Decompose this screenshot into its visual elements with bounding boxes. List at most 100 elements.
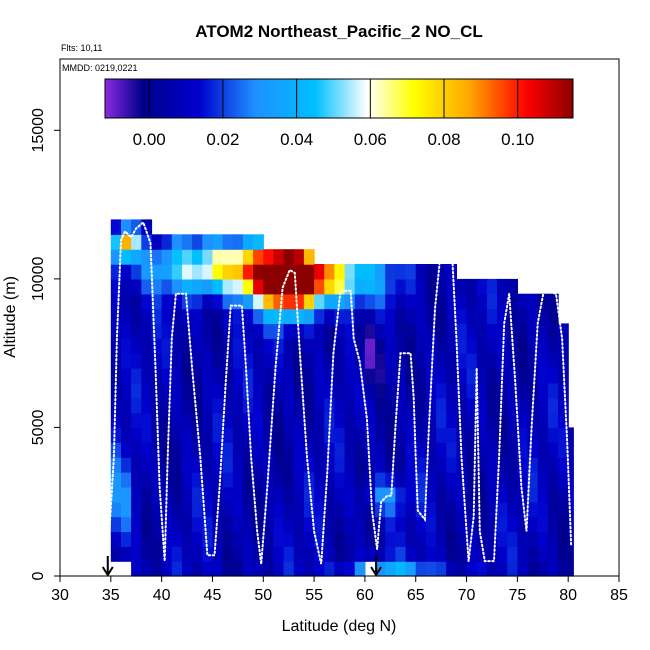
- heatmap-cell: [476, 308, 488, 325]
- heatmap-cell: [456, 531, 468, 547]
- heatmap-cell: [212, 293, 224, 310]
- heatmap-cell: [558, 338, 569, 354]
- heatmap-cell: [476, 412, 488, 429]
- heatmap-cell: [527, 531, 539, 547]
- heatmap-cell: [446, 546, 457, 562]
- heatmap-cell: [558, 561, 569, 577]
- heatmap-cell: [303, 308, 315, 325]
- heatmap-cell: [192, 516, 203, 533]
- heatmap-cell: [283, 486, 295, 503]
- heatmap-cell: [527, 442, 539, 458]
- heatmap-cell: [517, 353, 529, 369]
- heatmap-cell: [476, 278, 488, 295]
- heatmap-cell: [273, 516, 285, 533]
- heatmap-cell: [253, 323, 264, 339]
- heatmap-cell: [547, 338, 559, 354]
- heatmap-cell: [222, 293, 234, 310]
- heatmap-cell: [151, 293, 163, 310]
- heatmap-cell: [182, 442, 193, 458]
- heatmap-cell: [547, 368, 559, 384]
- heatmap-cell: [192, 442, 203, 458]
- heatmap-cell: [303, 412, 315, 429]
- colorbar-tick-label: 0.02: [206, 130, 239, 149]
- heatmap-cell: [425, 397, 437, 414]
- heatmap-cell: [314, 338, 325, 354]
- heatmap-cell: [456, 338, 468, 354]
- heatmap-cell: [314, 457, 325, 473]
- x-axis: 30 35 40 45 50 55 60 65 70 75 80 85: [51, 576, 628, 604]
- heatmap-cell: [202, 516, 214, 533]
- heatmap-cell: [334, 323, 346, 339]
- heatmap-cell: [110, 278, 122, 295]
- heatmap-cell: [253, 412, 264, 429]
- heatmap-cell: [232, 457, 244, 473]
- heatmap-cell: [121, 486, 132, 503]
- heatmap-cell: [232, 308, 244, 325]
- heatmap-cell: [436, 472, 447, 488]
- x-tick-label: 60: [356, 587, 374, 604]
- heatmap-cell: [232, 249, 244, 265]
- heatmap-cell: [202, 442, 214, 458]
- heatmap-cell: [558, 382, 569, 399]
- heatmap-cell: [242, 264, 254, 280]
- heatmap-cell: [547, 442, 559, 458]
- heatmap-cell: [151, 264, 163, 280]
- heatmap-cell: [253, 486, 264, 503]
- heatmap-cell: [192, 338, 203, 354]
- heatmap-cell: [446, 516, 457, 533]
- heatmap-cell: [395, 412, 407, 429]
- heatmap-cell: [415, 382, 427, 399]
- heatmap-cell: [466, 457, 478, 473]
- heatmap-cell: [354, 293, 366, 310]
- heatmap-cell: [110, 219, 122, 235]
- heatmap-cell: [222, 472, 234, 488]
- heatmap-cell: [344, 278, 356, 295]
- heatmap-cell: [232, 382, 244, 399]
- heatmap-cell: [405, 531, 417, 547]
- heatmap-cell: [151, 249, 163, 265]
- heatmap-cell: [364, 353, 376, 369]
- heatmap-cell: [476, 561, 488, 577]
- heatmap-cell: [476, 472, 488, 488]
- heatmap-cell: [375, 457, 386, 473]
- heatmap-cell: [121, 546, 132, 562]
- heatmap-cell: [324, 561, 336, 577]
- heatmap-cell: [131, 397, 142, 414]
- heatmap-cell: [507, 501, 518, 518]
- heatmap-cell: [385, 397, 396, 414]
- heatmap-cell: [527, 472, 539, 488]
- heatmap-cell: [415, 323, 427, 339]
- heatmap-cell: [161, 531, 173, 547]
- heatmap-cell: [202, 293, 214, 310]
- heatmap-cell: [303, 516, 315, 533]
- heatmap-cell: [425, 457, 437, 473]
- heatmap-cell: [192, 382, 203, 399]
- heatmap-cell: [497, 486, 508, 503]
- heatmap-cell: [273, 397, 285, 414]
- heatmap-cell: [405, 412, 417, 429]
- heatmap-cell: [314, 561, 325, 577]
- heatmap-cell: [232, 546, 244, 562]
- heatmap-cell: [466, 442, 478, 458]
- heatmap-cell: [161, 249, 173, 265]
- x-tick-label: 45: [204, 587, 222, 604]
- heatmap-cell: [364, 486, 376, 503]
- heatmap-cell: [263, 308, 275, 325]
- heatmap-cell: [192, 472, 203, 488]
- heatmap-cell: [425, 264, 437, 280]
- heatmap-cell: [334, 472, 346, 488]
- heatmap-cell: [151, 234, 163, 250]
- heatmap-cell: [334, 338, 346, 354]
- heatmap-cell: [568, 546, 574, 562]
- heatmap-cell: [436, 338, 447, 354]
- heatmap-cell: [324, 338, 336, 354]
- heatmap-cell: [314, 501, 325, 518]
- heatmap-cell: [141, 368, 153, 384]
- heatmap-cell: [385, 501, 396, 518]
- heatmap-cell: [222, 397, 234, 414]
- heatmap-cell: [263, 427, 275, 443]
- chart-title: ATOM2 Northeast_Pacific_2 NO_CL: [195, 22, 483, 41]
- x-tick-label: 75: [508, 587, 526, 604]
- heatmap-cell: [121, 353, 132, 369]
- heatmap-cell: [364, 427, 376, 443]
